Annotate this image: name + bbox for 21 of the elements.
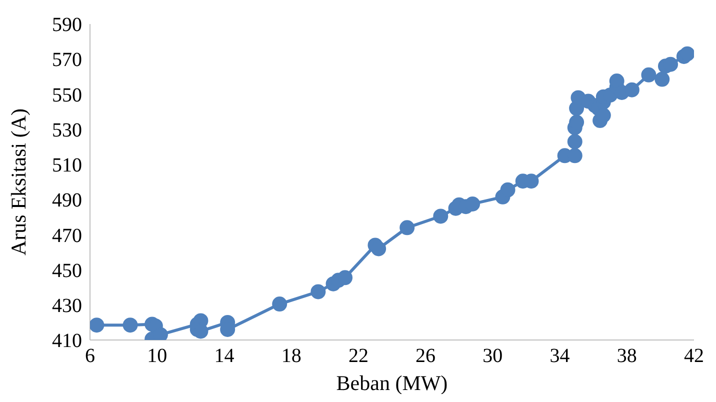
x-tick-label: 30 xyxy=(482,345,503,368)
y-tick-label: 550 xyxy=(52,84,82,106)
y-tick-label: 450 xyxy=(52,260,82,282)
y-tick-label: 590 xyxy=(52,14,82,36)
x-tick-label: 26 xyxy=(416,345,436,368)
y-tick-label: 570 xyxy=(52,49,82,72)
y-tick-label: 430 xyxy=(52,294,82,317)
x-tick-label: 6 xyxy=(85,345,95,368)
y-tick-label: 530 xyxy=(52,119,82,142)
y-tick-label: 510 xyxy=(52,154,82,177)
y-tick-label: 470 xyxy=(52,224,82,247)
y-axis-title: Arus Eksitasi (A) xyxy=(6,108,30,256)
y-tick-label: 490 xyxy=(52,190,82,212)
x-tick-label: 22 xyxy=(348,345,368,368)
y-tick-label: 410 xyxy=(52,330,82,352)
x-tick-label: 38 xyxy=(616,345,637,368)
x-tick-label: 42 xyxy=(684,345,704,368)
x-tick-label: 34 xyxy=(550,345,570,368)
x-tick-label: 18 xyxy=(281,345,302,368)
x-tick-label: 14 xyxy=(214,345,234,368)
x-tick-label: 10 xyxy=(147,345,168,368)
